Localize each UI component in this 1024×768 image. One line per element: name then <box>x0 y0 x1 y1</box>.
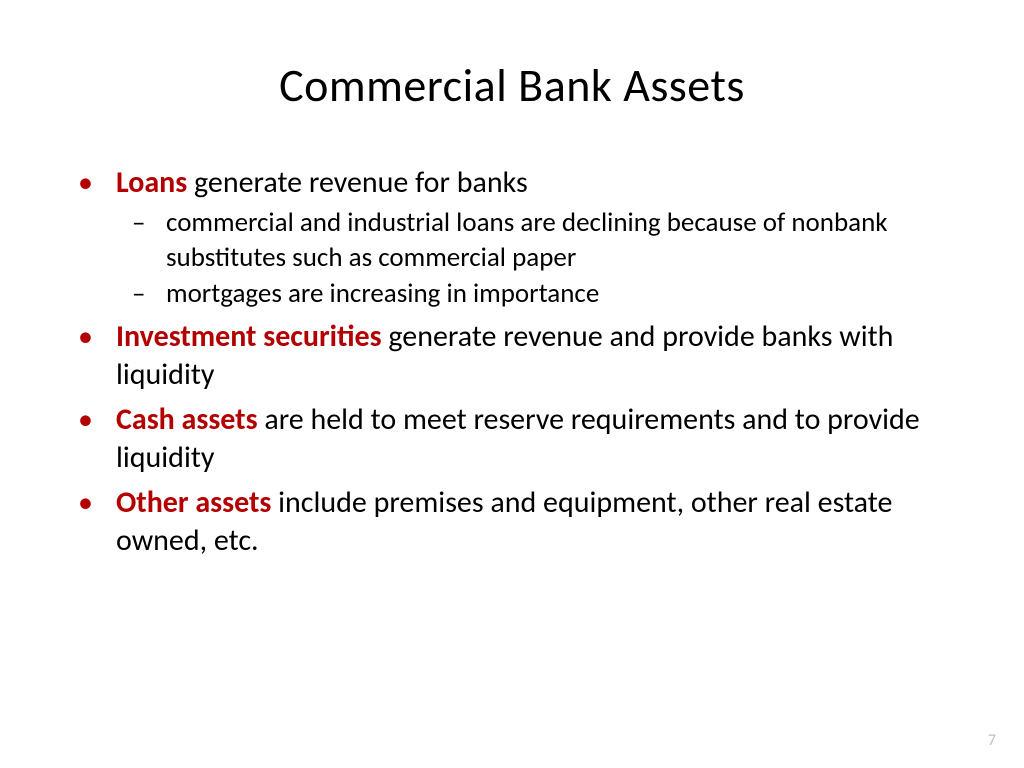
bullet-emphasis: Loans <box>116 164 187 201</box>
bullet-emphasis: Other assets <box>116 484 271 521</box>
bullet-item: Loans generate revenue for banks commerc… <box>110 164 954 312</box>
bullet-list: Loans generate revenue for banks commerc… <box>70 164 954 560</box>
page-number: 7 <box>988 731 996 750</box>
bullet-text: generate revenue for banks <box>187 164 527 201</box>
sub-bullet-list: commercial and industrial loans are decl… <box>116 206 954 312</box>
sub-bullet-item: mortgages are increasing in importance <box>162 277 954 312</box>
bullet-emphasis: Investment securities <box>116 318 382 355</box>
bullet-emphasis: Cash assets <box>116 401 258 438</box>
sub-bullet-item: commercial and industrial loans are decl… <box>162 206 954 275</box>
bullet-item: Investment securities generate revenue a… <box>110 318 954 395</box>
bullet-item: Other assets include premises and equipm… <box>110 484 954 561</box>
bullet-item: Cash assets are held to meet reserve req… <box>110 401 954 478</box>
slide-title: Commercial Bank Assets <box>70 58 954 114</box>
